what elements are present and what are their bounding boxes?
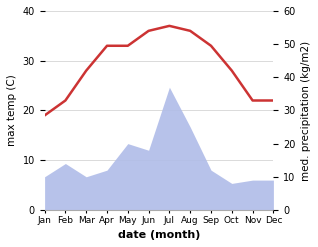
X-axis label: date (month): date (month): [118, 230, 200, 240]
Y-axis label: med. precipitation (kg/m2): med. precipitation (kg/m2): [301, 40, 311, 181]
Y-axis label: max temp (C): max temp (C): [7, 75, 17, 146]
